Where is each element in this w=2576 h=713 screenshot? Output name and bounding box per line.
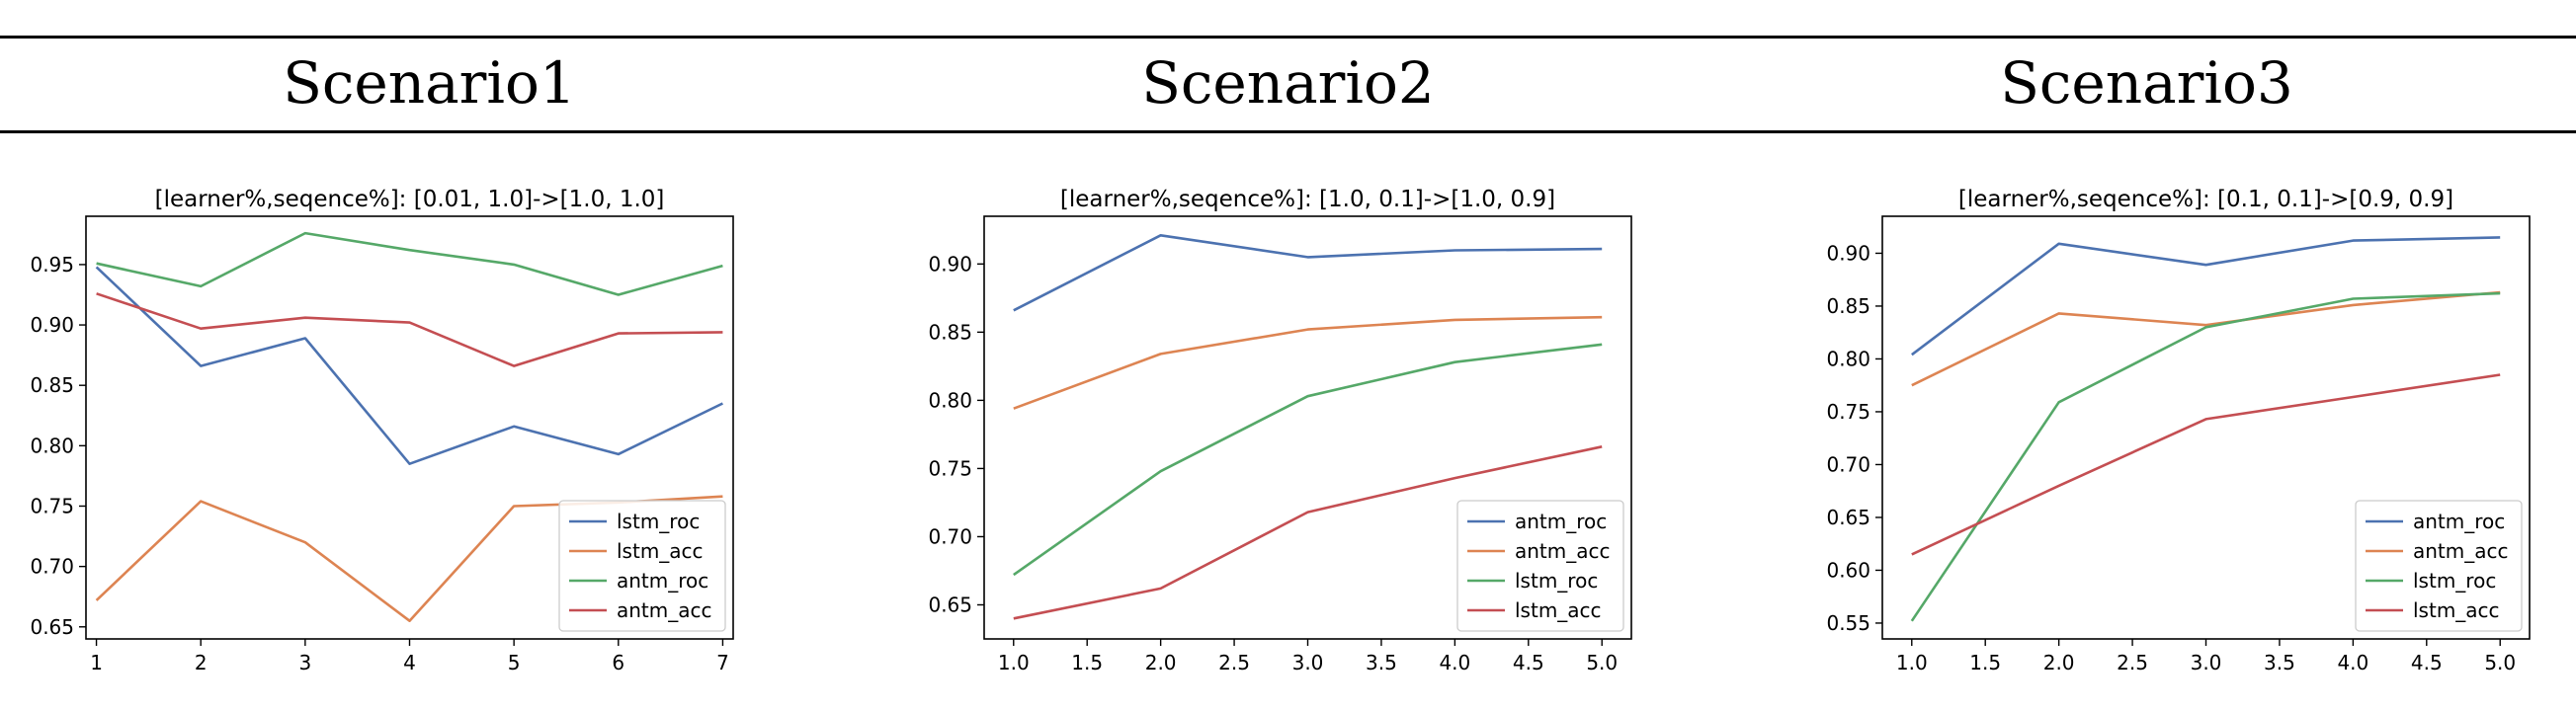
chart-2-legend-label-lstm_acc: lstm_acc bbox=[1515, 598, 1602, 622]
chart-2-x-tick-label: 1.5 bbox=[1071, 651, 1103, 674]
chart-1-y-tick-label: 0.65 bbox=[30, 615, 74, 639]
chart-1-legend-box bbox=[558, 500, 726, 632]
scenario-title-3: Scenario3 bbox=[2000, 49, 2293, 117]
chart-2-legend-label-lstm_roc: lstm_roc bbox=[1515, 569, 1598, 593]
chart-3-x-tick-label: 5.0 bbox=[2484, 651, 2516, 674]
chart-2-x-tick-label: 2.5 bbox=[1218, 651, 1250, 674]
chart-2-x-tick-label: 3.0 bbox=[1292, 651, 1324, 674]
chart-3-legend-label-lstm_roc: lstm_roc bbox=[2413, 569, 2496, 593]
chart-3-x-tick-label: 3.0 bbox=[2191, 651, 2222, 674]
chart-1-legend-label-lstm_roc: lstm_roc bbox=[617, 510, 700, 533]
chart-3-title: [learner%,seqence%]: [0.1, 0.1]->[0.9, 0… bbox=[1958, 187, 2453, 212]
chart-1-x-tick-label: 4 bbox=[403, 651, 416, 674]
chart-1-y-tick-label: 0.80 bbox=[30, 434, 74, 457]
chart-3-series-lstm_acc-line bbox=[1911, 373, 2501, 556]
chart-2-legend-label-antm_acc: antm_acc bbox=[1515, 539, 1611, 563]
chart-1-y-tick-label: 0.85 bbox=[30, 373, 74, 397]
chart-3-y-tick-label: 0.70 bbox=[1826, 452, 1870, 476]
chart-2-x-tick-label: 3.5 bbox=[1366, 651, 1397, 674]
chart-3-x-tick-label: 3.5 bbox=[2264, 651, 2295, 674]
chart-1-legend-label-lstm_acc: lstm_acc bbox=[617, 539, 704, 563]
chart-2-y-tick-label: 0.85 bbox=[928, 320, 972, 344]
scenario-title-1: Scenario1 bbox=[283, 49, 576, 117]
chart-3-series-antm_acc-line bbox=[1911, 290, 2501, 387]
chart-2-y-tick-label: 0.70 bbox=[928, 524, 972, 548]
chart-1-series-antm_acc-line bbox=[96, 292, 723, 367]
chart-2-x-tick-label: 2.0 bbox=[1145, 651, 1177, 674]
chart-1-y-tick-label: 0.75 bbox=[30, 494, 74, 517]
bottom-rule bbox=[0, 130, 2576, 133]
chart-1-x-tick-label: 6 bbox=[612, 651, 624, 674]
chart-2-x-tick-label: 4.5 bbox=[1513, 651, 1544, 674]
chart-1-legend-label-antm_acc: antm_acc bbox=[617, 598, 712, 622]
chart-2-series-antm_roc-line bbox=[1013, 234, 1603, 312]
chart-2-x-tick-label: 1.0 bbox=[998, 651, 1030, 674]
chart-2-y-tick-label: 0.90 bbox=[928, 252, 972, 276]
chart-2-series-lstm_acc-line bbox=[1013, 445, 1603, 620]
chart-1-legend-label-antm_roc: antm_roc bbox=[617, 569, 708, 593]
chart-1-series-lstm_roc-line bbox=[95, 266, 723, 466]
chart-3-y-tick-label: 0.65 bbox=[1826, 506, 1870, 529]
chart-1-x-tick-label: 2 bbox=[195, 651, 208, 674]
chart-2-title: [learner%,seqence%]: [1.0, 0.1]->[1.0, 0… bbox=[1060, 187, 1555, 212]
chart-3-series-antm_roc-line bbox=[1911, 236, 2501, 356]
scenario-title-2: Scenario2 bbox=[1141, 49, 1435, 117]
chart-3-legend-label-antm_roc: antm_roc bbox=[2413, 510, 2505, 533]
chart-3-legend-box bbox=[2355, 500, 2523, 632]
chart-3-y-tick-label: 0.60 bbox=[1826, 558, 1870, 582]
chart-3-x-tick-label: 1.5 bbox=[1969, 651, 2001, 674]
chart-3-legend-label-lstm_acc: lstm_acc bbox=[2413, 598, 2500, 622]
chart-3-y-tick-label: 0.90 bbox=[1826, 241, 1870, 265]
chart-2-legend-box bbox=[1456, 500, 1624, 632]
chart-2-series-antm_acc-line bbox=[1013, 315, 1603, 410]
chart-3-legend-label-antm_acc: antm_acc bbox=[2413, 539, 2509, 563]
chart-2-y-tick-label: 0.75 bbox=[928, 456, 972, 480]
chart-2-x-tick-label: 4.0 bbox=[1439, 651, 1470, 674]
chart-3-y-tick-label: 0.85 bbox=[1826, 294, 1870, 318]
chart-3-y-tick-label: 0.75 bbox=[1826, 400, 1870, 424]
chart-2-y-tick-label: 0.80 bbox=[928, 388, 972, 412]
chart-2-y-tick-label: 0.65 bbox=[928, 593, 972, 616]
top-rule bbox=[0, 36, 2576, 39]
chart-1-y-tick-label: 0.95 bbox=[30, 253, 74, 277]
chart-3-series-lstm_roc-line bbox=[1910, 291, 2501, 622]
chart-1-y-tick-label: 0.90 bbox=[30, 313, 74, 337]
chart-3-x-tick-label: 2.5 bbox=[2117, 651, 2148, 674]
chart-2-x-tick-label: 5.0 bbox=[1586, 651, 1618, 674]
chart-1-x-tick-label: 1 bbox=[90, 651, 103, 674]
chart-1-series-antm_roc-line bbox=[96, 231, 723, 296]
chart-1-y-tick-label: 0.70 bbox=[30, 555, 74, 579]
chart-3-x-tick-label: 1.0 bbox=[1896, 651, 1928, 674]
chart-1-x-tick-label: 7 bbox=[716, 651, 729, 674]
chart-3-x-tick-label: 4.0 bbox=[2337, 651, 2368, 674]
chart-3-y-tick-label: 0.80 bbox=[1826, 347, 1870, 370]
chart-3-y-tick-label: 0.55 bbox=[1826, 611, 1870, 635]
chart-3-x-tick-label: 2.0 bbox=[2043, 651, 2075, 674]
chart-1-x-tick-label: 5 bbox=[508, 651, 521, 674]
chart-2-series-lstm_roc-line bbox=[1013, 343, 1603, 577]
chart-2-legend-label-antm_roc: antm_roc bbox=[1515, 510, 1607, 533]
chart-1-title: [learner%,seqence%]: [0.01, 1.0]->[1.0, … bbox=[155, 187, 665, 212]
chart-3-x-tick-label: 4.5 bbox=[2411, 651, 2443, 674]
chart-1-x-tick-label: 3 bbox=[298, 651, 311, 674]
